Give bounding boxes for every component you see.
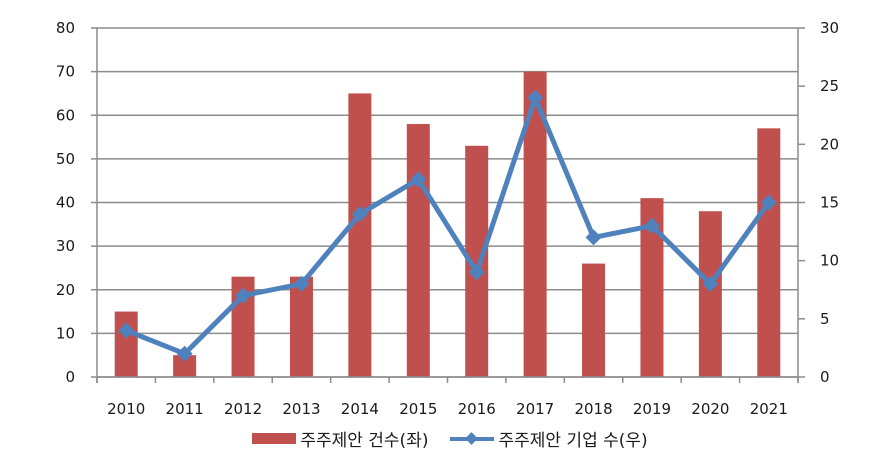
right-axis-tick-label: 0 [820, 368, 830, 386]
legend-line-label: 주주제안 기업 수(우) [498, 431, 648, 451]
x-axis-tick-label: 2019 [633, 400, 671, 418]
bar [173, 355, 197, 377]
x-axis-tick-label: 2015 [399, 400, 437, 418]
bar [289, 276, 313, 377]
bar [406, 123, 430, 377]
right-axis-tick-label: 15 [820, 194, 839, 212]
diamond-marker-icon [293, 275, 310, 292]
x-axis-tick-label: 2020 [691, 400, 729, 418]
left-axis-tick-label: 80 [56, 19, 75, 37]
diamond-marker-icon [118, 322, 135, 339]
diamond-marker-icon [468, 264, 485, 281]
x-axis-tick-label: 2016 [458, 400, 496, 418]
left-axis-tick-label: 60 [56, 106, 75, 124]
left-axis-tick-label: 40 [56, 194, 75, 212]
bar [582, 263, 606, 377]
diamond-marker-icon [351, 206, 368, 223]
left-axis-tick-label: 0 [65, 368, 75, 386]
diamond-marker-icon [760, 194, 777, 211]
diamond-marker-icon [410, 171, 427, 188]
diamond-marker-icon [235, 287, 252, 304]
bar [698, 211, 722, 377]
x-axis-tick-label: 2010 [107, 400, 145, 418]
bar [640, 198, 664, 377]
bar-swatch-icon [252, 433, 297, 444]
series-line [125, 95, 771, 357]
diamond-marker-icon [585, 229, 602, 246]
right-axis-tick-label: 10 [820, 252, 839, 270]
left-axis-tick-label: 30 [56, 237, 75, 255]
right-axis-tick-label: 20 [820, 135, 839, 153]
bar [348, 93, 372, 377]
x-axis-tick-label: 2012 [224, 400, 262, 418]
legend-bar-label: 주주제안 건수(좌) [300, 431, 429, 451]
left-y-axis: 0 10 20 30 40 50 60 70 80 [56, 19, 98, 386]
left-axis-tick-label: 70 [56, 63, 75, 81]
diamond-marker-icon [176, 345, 193, 362]
right-axis-tick-label: 30 [820, 19, 839, 37]
diamond-marker-icon [702, 275, 719, 292]
x-axis-tick-label: 2011 [166, 400, 204, 418]
x-axis-tick-label: 2021 [750, 400, 788, 418]
legend-item-line: 주주제안 기업 수(우) [450, 426, 648, 451]
right-y-axis: 0 5 10 15 20 25 30 [797, 19, 839, 386]
bar [523, 71, 547, 377]
left-axis-tick-label: 10 [56, 324, 75, 342]
line-diamond-swatch-icon [450, 431, 495, 446]
bar [465, 145, 489, 377]
line-series-companies [118, 89, 777, 362]
x-axis: 2010 2011 2012 2013 2014 2015 2016 2017 2018 2019… [96, 376, 799, 418]
diamond-marker-icon [643, 217, 660, 234]
legend: 주주제안 건수(좌) 주주제안 기업 수(우) [0, 426, 888, 451]
legend-item-bar: 주주제안 건수(좌) [252, 426, 428, 451]
x-axis-tick-label: 2014 [341, 400, 379, 418]
left-axis-tick-label: 20 [56, 281, 75, 299]
left-axis-tick-label: 50 [56, 150, 75, 168]
gridlines [91, 27, 798, 378]
right-axis-tick-label: 25 [820, 77, 839, 95]
x-axis-tick-label: 2018 [574, 400, 612, 418]
bar [757, 128, 781, 377]
x-axis-tick-label: 2017 [516, 400, 554, 418]
diamond-marker-icon [527, 89, 544, 106]
right-axis-tick-label: 5 [820, 310, 830, 328]
x-axis-tick-label: 2013 [282, 400, 320, 418]
bar [114, 311, 138, 377]
